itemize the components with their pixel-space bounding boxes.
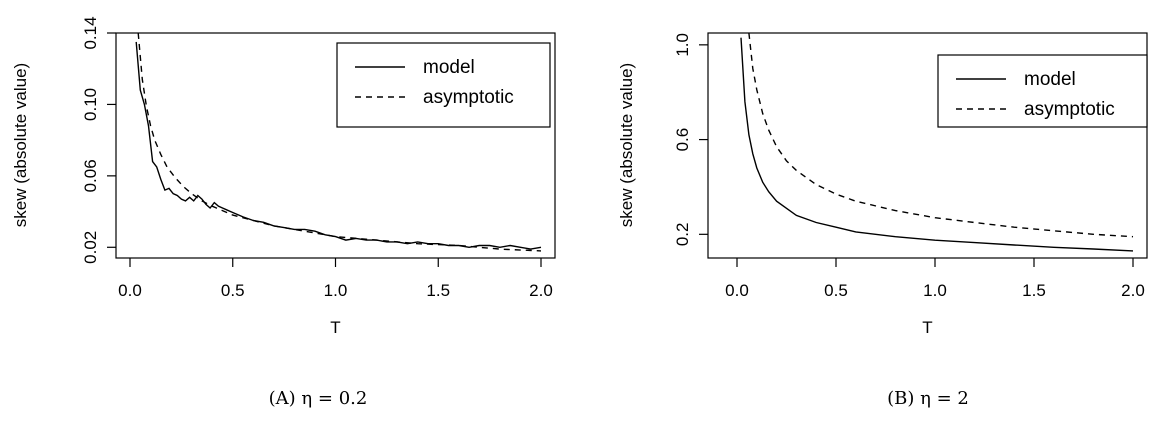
y-tick-label: 0.10 bbox=[81, 88, 100, 121]
legend-label-asymptotic: asymptotic bbox=[1024, 99, 1115, 120]
y-tick-label: 0.2 bbox=[673, 222, 692, 246]
x-tick-label: 2.0 bbox=[529, 281, 553, 300]
x-tick-label: 1.0 bbox=[324, 281, 348, 300]
x-tick-label: 0.0 bbox=[118, 281, 142, 300]
y-tick-label: 1.0 bbox=[673, 33, 692, 57]
y-tick-label: 0.02 bbox=[81, 231, 100, 264]
x-tick-label: 0.5 bbox=[824, 281, 848, 300]
series-line-asymptotic bbox=[748, 33, 1134, 238]
x-axis-label: T bbox=[922, 318, 932, 337]
series-line-model bbox=[740, 37, 1134, 252]
series-line-model bbox=[135, 41, 542, 250]
legend-label-model: model bbox=[423, 57, 475, 78]
y-axis-label: skew (absolute value) bbox=[11, 63, 30, 227]
y-tick-label: 0.06 bbox=[81, 159, 100, 192]
legend-label-asymptotic: asymptotic bbox=[423, 87, 514, 108]
legend-label-model: model bbox=[1024, 69, 1076, 90]
legend-box bbox=[336, 42, 551, 128]
x-tick-label: 2.0 bbox=[1121, 281, 1145, 300]
x-tick-label: 1.5 bbox=[1022, 281, 1046, 300]
y-tick-label: 0.6 bbox=[673, 128, 692, 152]
plot-frame bbox=[707, 32, 1148, 259]
x-tick-label: 0.5 bbox=[221, 281, 245, 300]
x-tick-label: 1.5 bbox=[426, 281, 450, 300]
series-line-asymptotic bbox=[137, 33, 542, 252]
x-tick-label: 0.0 bbox=[725, 281, 749, 300]
x-tick-label: 1.0 bbox=[923, 281, 947, 300]
panel-caption: (B) η = 2 bbox=[887, 388, 969, 409]
legend-box bbox=[937, 54, 1148, 128]
y-tick-label: 0.14 bbox=[81, 16, 100, 49]
x-axis-label: T bbox=[330, 318, 340, 337]
y-axis-label: skew (absolute value) bbox=[617, 63, 636, 227]
panel-caption: (A) η = 0.2 bbox=[269, 388, 368, 409]
